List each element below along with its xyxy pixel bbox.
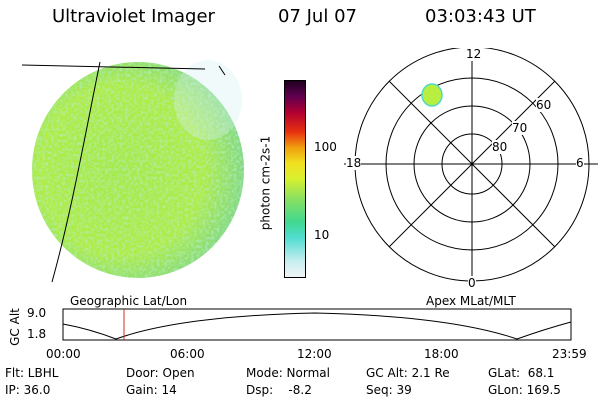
colorbar (284, 80, 306, 278)
gain-info: Gain: 14 (126, 383, 177, 397)
mlt-label-12: 12 (466, 47, 482, 61)
door-info: Door: Open (126, 366, 195, 380)
colorbar-tick-10: 10 (314, 228, 330, 242)
filter-info: Flt: LBHL (5, 366, 59, 380)
time-tick-0600: 06:00 (170, 347, 205, 361)
gc-alt-info: GC Alt: 2.1 Re (366, 366, 450, 380)
altitude-curve (62, 312, 572, 340)
colorbar-tick-100: 100 (314, 140, 337, 154)
polar-plot (340, 48, 598, 282)
mode-info: Mode: Normal (246, 366, 330, 380)
seq-info: Seq: 39 (366, 383, 412, 397)
colorbar-unit-label: photon cm-2s-1 (258, 135, 273, 231)
image-date: 07 Jul 07 (278, 6, 357, 27)
instrument-title: Ultraviolet Imager (52, 6, 215, 27)
terminator-line (51, 61, 101, 283)
image-time: 03:03:43 UT (425, 6, 536, 27)
horizon-line (21, 64, 206, 70)
geographic-label: Geographic Lat/Lon (70, 294, 188, 308)
mlt-label-18: 18 (346, 156, 362, 170)
lat-label-70: 70 (512, 121, 528, 135)
altitude-ylabel: GC Alt (7, 308, 22, 346)
dsp-info: Dsp: -8.2 (246, 383, 312, 397)
time-tick-0000: 00:00 (46, 347, 81, 361)
apex-label: Apex MLat/MLT (426, 294, 516, 308)
time-tick-1200: 12:00 (297, 347, 332, 361)
earth-image (21, 60, 244, 283)
time-tick-1800: 18:00 (424, 347, 459, 361)
mlt-label-0: 0 (468, 276, 476, 290)
altitude-ytick-1-8: 1.8 (27, 327, 47, 341)
mlt-label-6: 6 (576, 156, 584, 170)
lat-label-80: 80 (492, 140, 508, 154)
ip-info: IP: 36.0 (5, 383, 51, 397)
altitude-plot (62, 308, 572, 341)
glon-info: GLon: 169.5 (488, 383, 561, 397)
limb-tick (218, 65, 226, 76)
auroral-patch (421, 83, 443, 107)
time-tick-2359: 23:59 (552, 347, 587, 361)
altitude-ytick-9: 9.0 (27, 306, 47, 320)
glat-info: GLat: 68.1 (488, 366, 555, 380)
lat-label-60: 60 (536, 98, 552, 112)
